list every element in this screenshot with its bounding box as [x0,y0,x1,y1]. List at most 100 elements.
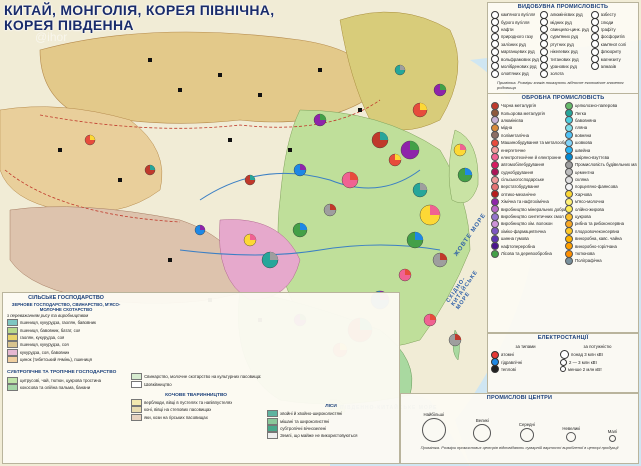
legend-label: фосфоритів [600,34,625,40]
legend-label: гаолян, кукурудза, соя [20,334,65,340]
legend-row: вовняна [565,131,637,140]
legend-label: свинцево-цинк. руд [550,26,589,32]
legend-row: свинцево-цинк. руд [540,25,590,34]
legend-row: хвойні й хвойно-широколистяні [267,410,395,418]
legend-label: сільськогосподарське [501,177,545,183]
legend-row: природного газу [491,32,540,41]
industrial-center-sector [430,314,436,320]
mining-col-1: кам'яного вугілля бурого вугілля нафти прир… [491,10,540,78]
legend-label: Лісова та деревообробна [501,251,552,256]
industrial-center-sector [395,154,401,160]
center-size-label: Середні [518,422,535,427]
river-yangtze [179,244,441,256]
map-title-line-1: КИТАЙ, МОНГОЛІЯ, КОРЕЯ ПІВНІЧНА, [4,2,275,18]
legend-row: целюлозно-паперова [565,101,637,110]
legend-row: поліметалічна [491,131,565,140]
subtropical-items: цитрусові, чай, тютюн, цукрова тростина к… [7,376,125,391]
legend-label: виробництво синтетичних смол і пластмас [501,214,565,220]
legend-row: Землі, що майже не використовуються [267,432,395,440]
legend-label: марганцевих руд [501,49,535,55]
legend-label: залізних руд [501,41,526,47]
legend-label: виноробна, кавс. чайна [575,236,622,242]
legend-row: марганцевих руд [491,47,540,56]
legend-row: Легка [565,109,637,118]
legend-label: золота [550,71,564,77]
industrial-center-sector [330,204,336,210]
industrial-center-sector [455,334,461,340]
legend-label: вовняна [575,132,592,138]
legend-swatch [491,249,499,258]
legend-row: гаолян, кукурудза, соя [7,333,125,341]
mineral-deposit-marker [218,73,222,77]
processing-col-right: целюлозно-паперова Легка бавовняна лляна вов… [565,101,637,265]
legend-label: шкіряно-взуттєва [575,154,610,160]
processing-col-left: Чорна металургія Кольорова металургія алюм… [491,101,565,265]
legend-row: швейна [565,146,637,155]
power-legend: ЕЛЕКТРОСТАНЦІЇ за типами атомні гідравлі… [487,333,639,393]
legend-label: електротехнічне й електронне [501,154,562,160]
industrial-center-sector [200,225,205,230]
industrial-center-sector [410,141,419,150]
legend-label: цементна [575,169,595,175]
map-title: КИТАЙ, МОНГОЛІЯ, КОРЕЯ ПІВНІЧНА, КОРЕЯ П… [4,3,274,33]
legend-label: Промисловість будівельних матеріалів [575,162,637,168]
legend-row: Промисловість будівельних матеріалів [565,160,637,169]
industrial-center-sector [460,144,466,150]
legend-label: вольфрамових руд [501,56,539,62]
legend-label: флюориту [600,49,622,55]
legend-row: м'ясо-молочна [565,197,637,206]
legend-swatch [7,356,18,364]
legend-row: електротехнічне й електронне [491,153,565,162]
legend-label: олійно-жирова [575,206,605,212]
legend-label: хвойні й хвойно-широколистяні [280,411,343,417]
legend-swatch [267,417,279,425]
legend-label: автомобілебудування [501,162,545,168]
legend-row: Поліграфічна [565,256,637,265]
legend-label: Хімічна та нафтохімічна [501,199,549,205]
legend-swatch [131,406,143,414]
river-huanghe [199,169,421,201]
centers-legend: ПРОМИСЛОВІ ЦЕНТРИ Найбільші Великі Серед… [400,393,639,464]
subtropical-title: СУБТРОПІЧНЕ ТА ТРОПІЧНЕ ГОСПОДАРСТВО [7,370,117,376]
industrial-center-sector [420,103,427,110]
mineral-symbol-icon [540,69,549,78]
legend-row: виробництво синтетичних смол і пластмас [491,212,565,221]
sichuan-region [219,219,301,301]
legend-label: нікелевих руд [550,49,578,55]
legend-swatch [131,373,143,381]
power-by-capacity-label: за потужністю [583,344,612,349]
legend-row: олійно-жирова [565,205,637,214]
legend-row: верстатобудування [491,183,565,191]
legend-label: природного газу [501,34,534,40]
legend-row: шинна гумова [491,234,565,243]
legend-swatch [7,376,18,384]
legend-swatch [131,398,143,406]
legend-label: енергетичне [501,147,526,153]
legend-label: мішані та широколистяні [280,418,330,424]
legend-row: виноробно-горілчана [565,242,637,251]
legend-row: цитрусові, чай, тютюн, цукрова тростина [7,376,125,384]
border-line-west [4,169,181,223]
legend-row: нікелевих руд [540,47,590,56]
map-title-line-2: КОРЕЯ ПІВДЕННА [4,17,134,33]
center-size-label: Невеликі [562,426,581,431]
legend-row: слюди [590,18,635,27]
legend-label: порцеляно-фаянсова [575,184,618,190]
industrial-center-sector [300,223,307,230]
legend-row: скляна [565,175,637,184]
legend-label: алюмінієвих руд [550,12,583,18]
capacity-small-icon [560,366,567,373]
industrial-center-sector [380,132,388,140]
legend-swatch [7,341,18,349]
legend-row: субтропічні вічнозелені [267,424,395,432]
legend-swatch [7,348,18,356]
legend-row: верблюди, вівці в пустелях та напівпусте… [131,398,261,406]
legend-row: алюмінієва [491,116,565,125]
legend-label: поліметалічна [501,132,530,138]
legend-row: золота [540,69,590,78]
legend-label: шовкова [575,140,593,146]
power-by-type-label: за типами [515,344,536,349]
industrial-center-sector [400,65,405,70]
livestock-items: верблюди, вівці в пустелях та напівпусте… [131,398,261,421]
east-china-region [277,109,471,349]
